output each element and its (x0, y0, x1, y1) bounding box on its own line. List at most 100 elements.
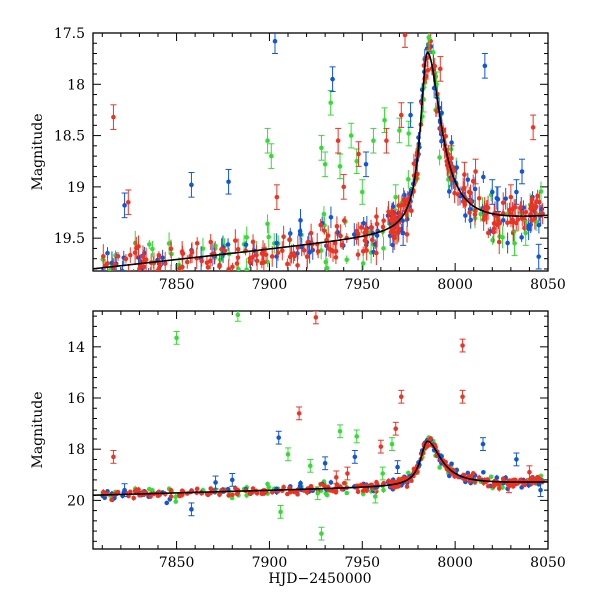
green-outlier-point (319, 531, 324, 536)
red-outlier-point (506, 484, 512, 489)
red-data-point (532, 215, 538, 221)
red-data-point (470, 178, 476, 184)
green-outlier-point (512, 241, 517, 246)
red-data-point (136, 487, 141, 492)
red-data-point (168, 494, 174, 499)
red-data-point (485, 483, 491, 489)
red-data-point (180, 264, 185, 270)
blue-data-point (481, 470, 486, 475)
bottom-y-axis-label: Magnitude (30, 391, 46, 468)
red-outlier-point (345, 471, 350, 476)
green-data-point (344, 257, 350, 263)
red-outlier-point (530, 125, 536, 130)
green-data-point (478, 211, 484, 217)
red-data-point (369, 225, 375, 230)
blue-data-point (503, 196, 508, 201)
red-data-point (497, 481, 503, 487)
red-outlier-point (125, 199, 131, 205)
green-outlier-point (315, 490, 321, 496)
blue-outlier-point (352, 454, 358, 460)
red-data-point (404, 484, 410, 489)
green-outlier-point (406, 131, 412, 136)
red-data-point (425, 67, 431, 73)
red-data-point (364, 248, 369, 253)
y-tick-label: 19.5 (54, 231, 85, 247)
green-data-point (230, 277, 235, 282)
bottom-tick-labels: 7850 7900 7950 8000 8050 14 16 18 20 (67, 340, 566, 571)
blue-outlier-point (514, 457, 519, 462)
green-data-point (265, 221, 270, 227)
red-data-point (472, 212, 478, 217)
red-data-point (194, 240, 200, 246)
x-tick-label: 7900 (252, 555, 288, 571)
red-data-point (285, 261, 290, 267)
blue-data-point (110, 285, 115, 290)
red-data-point (425, 443, 431, 449)
red-outlier-point (335, 138, 341, 144)
blue-outlier-point (519, 169, 525, 174)
blue-data-point (287, 231, 293, 236)
red-data-point (261, 260, 267, 265)
green-data-point (381, 487, 386, 493)
red-data-point (127, 489, 133, 495)
red-outlier-point (508, 194, 514, 200)
red-data-point (263, 252, 269, 258)
red-outlier-point (378, 444, 384, 449)
red-data-point (204, 260, 210, 265)
blue-data-point (297, 231, 303, 237)
red-data-point (534, 199, 539, 204)
red-data-point (140, 254, 146, 260)
red-data-point (318, 222, 323, 228)
red-data-point (157, 263, 163, 269)
blue-outlier-point (395, 464, 400, 470)
red-outlier-point (341, 184, 347, 190)
red-data-point (179, 249, 185, 254)
blue-data-point (519, 235, 524, 240)
red-data-point (101, 489, 106, 495)
red-data-point (226, 493, 232, 498)
red-data-point (169, 272, 174, 277)
red-data-point (254, 252, 259, 258)
x-tick-label: 7900 (252, 277, 288, 293)
red-data-point (381, 480, 386, 486)
red-data-point (467, 210, 472, 215)
blue-outlier-point (213, 480, 218, 485)
red-data-point (254, 258, 260, 264)
blue-data-point (465, 177, 471, 182)
red-data-point (205, 264, 211, 270)
blue-data-point (536, 222, 542, 228)
red-data-point (529, 197, 535, 202)
top-y-axis-label: Magnitude (30, 113, 46, 190)
green-outlier-point (371, 138, 376, 144)
blue-outlier-point (495, 196, 501, 202)
red-data-point (315, 249, 321, 254)
red-outlier-point (296, 411, 302, 416)
red-data-point (194, 486, 200, 492)
red-data-point (470, 471, 476, 476)
red-data-point (404, 232, 410, 237)
red-outlier-point (111, 114, 116, 120)
red-data-point (529, 475, 535, 481)
red-data-point (386, 209, 391, 215)
red-data-point (168, 246, 174, 252)
red-data-point (497, 220, 503, 226)
blue-outlier-point (514, 189, 519, 195)
y-tick-label: 16 (67, 391, 85, 407)
red-data-point (101, 254, 106, 259)
x-tick-label: 7950 (344, 277, 380, 293)
green-data-point (324, 265, 330, 271)
bottom-x-axis-label: HJD−2450000 (268, 571, 371, 587)
red-data-point (496, 239, 502, 245)
model-curve (93, 51, 548, 270)
blue-data-point (449, 140, 454, 145)
blue-data-point (351, 232, 357, 237)
blue-data-point (164, 500, 170, 506)
blue-data-point (463, 213, 468, 218)
red-data-point (208, 486, 214, 491)
red-data-point (126, 269, 131, 271)
red-data-point (275, 250, 281, 256)
blue-outlier-point (229, 477, 235, 483)
red-data-point (234, 261, 240, 266)
blue-data-point (112, 278, 117, 283)
